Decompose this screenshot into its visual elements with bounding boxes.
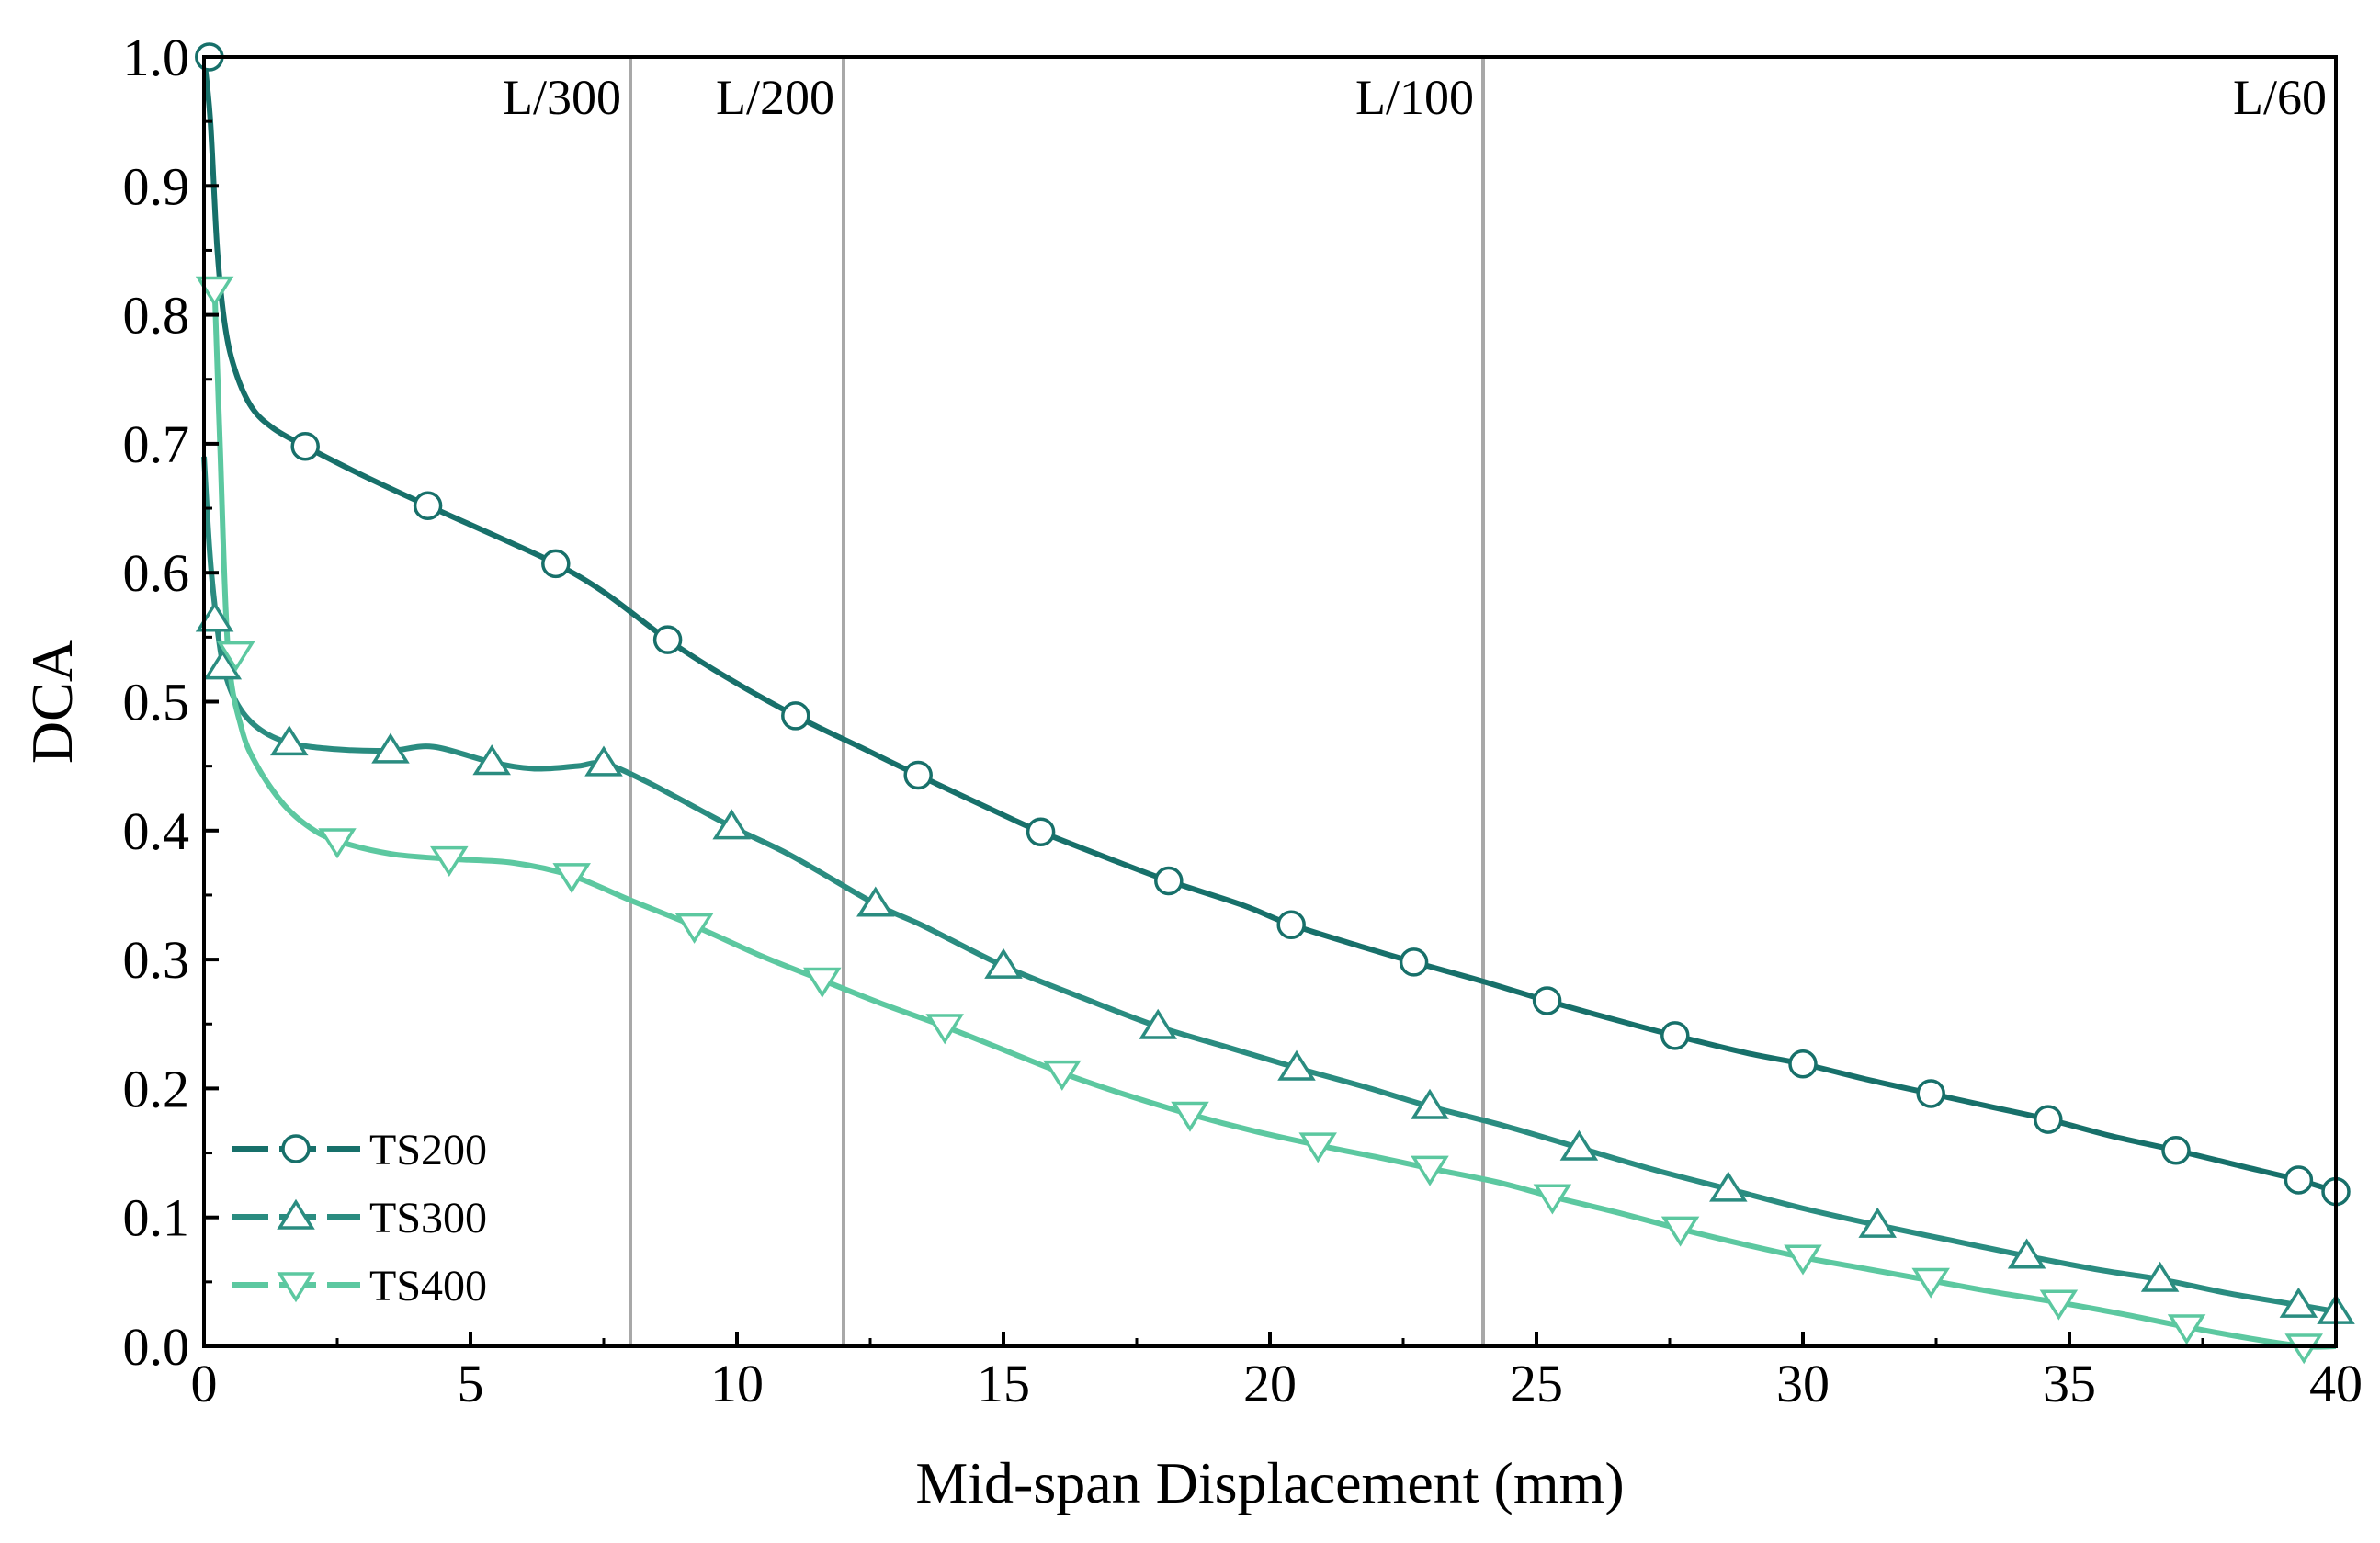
data-point-ts300 xyxy=(270,725,309,756)
data-point-ts200 xyxy=(1660,1021,1690,1050)
data-point-ts400 xyxy=(318,828,357,859)
legend-label: TS200 xyxy=(369,1126,487,1174)
data-point-ts300 xyxy=(1139,1008,1177,1039)
data-point-ts400 xyxy=(217,641,255,672)
data-point-ts300 xyxy=(472,744,511,776)
data-point-ts200 xyxy=(290,431,320,461)
data-point-ts400 xyxy=(1660,1216,1700,1247)
data-point-ts300 xyxy=(195,601,234,632)
data-point-ts400 xyxy=(925,1014,964,1045)
x-axis-ticks: 0 5 10 15 20 25 30 35 40 xyxy=(191,1332,2363,1413)
y-tick-label: 0.4 xyxy=(123,801,190,861)
data-point-ts400 xyxy=(195,276,234,307)
data-point-ts200 xyxy=(1154,866,1184,896)
series-lines xyxy=(201,56,2337,1350)
data-point-ts400 xyxy=(430,845,469,877)
x-tick-label: 35 xyxy=(2043,1354,2096,1413)
reference-label: L/300 xyxy=(503,70,621,125)
data-point-ts200 xyxy=(1399,947,1429,977)
y-tick-label: 0.7 xyxy=(123,414,190,474)
y-tick-label: 0.5 xyxy=(123,673,190,732)
data-point-ts200 xyxy=(1788,1049,1818,1079)
data-point-ts200 xyxy=(1916,1079,1945,1108)
y-axis-title: DCA xyxy=(19,640,85,764)
data-point-ts300 xyxy=(2279,1287,2318,1318)
x-tick-label: 40 xyxy=(2309,1354,2363,1413)
data-point-ts300 xyxy=(1277,1049,1316,1081)
legend-marker-ts400 xyxy=(277,1272,315,1303)
y-tick-label: 0.9 xyxy=(123,156,190,216)
legend-label: TS300 xyxy=(369,1194,487,1242)
reference-labels: L/300 L/200 L/100 L/60 xyxy=(503,70,2327,125)
data-point-ts300 xyxy=(856,886,895,917)
data-point-ts200 xyxy=(1276,910,1306,939)
data-point-ts200 xyxy=(903,760,933,790)
legend-label: TS400 xyxy=(369,1262,487,1310)
reference-label: L/60 xyxy=(2233,70,2327,125)
series-line-ts200 xyxy=(201,56,2337,1195)
data-point-ts200 xyxy=(2161,1135,2191,1165)
data-point-ts400 xyxy=(674,913,714,944)
x-axis-title: Mid-span Displacement (mm) xyxy=(915,1450,1624,1515)
y-tick-label: 0.8 xyxy=(123,286,190,346)
y-tick-label: 0.6 xyxy=(123,543,190,603)
legend-marker-ts200 xyxy=(281,1134,311,1163)
plot-frame xyxy=(202,55,2338,1348)
data-point-ts400 xyxy=(552,863,591,894)
data-point-ts300 xyxy=(1858,1207,1897,1238)
x-tick-label: 20 xyxy=(1243,1354,1297,1413)
data-point-ts200 xyxy=(2284,1165,2314,1195)
y-tick-label: 0.2 xyxy=(123,1059,190,1118)
data-point-ts400 xyxy=(2167,1314,2206,1345)
legend-marker-ts300 xyxy=(277,1198,315,1230)
data-point-ts400 xyxy=(1043,1060,1082,1091)
series-markers xyxy=(195,42,2355,1365)
y-tick-label: 1.0 xyxy=(123,28,190,87)
data-point-ts400 xyxy=(1533,1184,1572,1215)
series-line-ts300 xyxy=(201,456,2337,1315)
data-point-ts300 xyxy=(2140,1261,2180,1292)
y-axis-ticks: 0.0 0.1 0.2 0.3 0.4 0.5 0.6 0.7 0.8 0.9 1.0 xyxy=(123,28,219,1377)
data-point-ts300 xyxy=(1559,1129,1599,1161)
x-tick-label: 25 xyxy=(1510,1354,1563,1413)
data-point-ts200 xyxy=(781,701,810,731)
y-tick-label: 0.0 xyxy=(123,1317,190,1377)
data-point-ts200 xyxy=(652,625,683,654)
data-point-ts300 xyxy=(712,809,751,840)
data-point-ts300 xyxy=(2007,1238,2046,1269)
data-point-ts400 xyxy=(1171,1101,1209,1132)
data-point-ts300 xyxy=(1411,1088,1449,1119)
data-point-ts400 xyxy=(1784,1244,1822,1276)
data-point-ts300 xyxy=(984,947,1023,979)
y-tick-label: 0.1 xyxy=(123,1188,190,1248)
data-point-ts300 xyxy=(203,649,243,680)
legend: TS200 TS300 TS400 xyxy=(232,1126,487,1310)
series-line-ts400 xyxy=(211,289,2337,1350)
data-point-ts300 xyxy=(584,745,623,777)
reference-label: L/200 xyxy=(716,70,834,125)
data-point-ts200 xyxy=(1532,986,1562,1015)
x-tick-label: 30 xyxy=(1776,1354,1830,1413)
data-point-ts300 xyxy=(1709,1171,1748,1202)
y-tick-label: 0.3 xyxy=(123,930,190,990)
data-point-ts300 xyxy=(371,732,410,764)
data-point-ts400 xyxy=(803,967,842,998)
x-tick-label: 10 xyxy=(710,1354,764,1413)
x-tick-label: 0 xyxy=(191,1354,218,1413)
x-tick-label: 5 xyxy=(458,1354,484,1413)
x-tick-label: 15 xyxy=(977,1354,1030,1413)
data-point-ts200 xyxy=(413,491,443,520)
data-point-ts200 xyxy=(1026,817,1056,846)
data-point-ts400 xyxy=(1411,1155,1449,1186)
data-point-ts400 xyxy=(1911,1267,1950,1299)
data-point-ts200 xyxy=(2034,1105,2063,1134)
reference-label: L/100 xyxy=(1355,70,1474,125)
reference-lines xyxy=(629,57,1485,1346)
data-point-ts400 xyxy=(1298,1132,1337,1163)
data-point-ts400 xyxy=(2039,1289,2079,1321)
data-point-ts200 xyxy=(541,549,571,579)
